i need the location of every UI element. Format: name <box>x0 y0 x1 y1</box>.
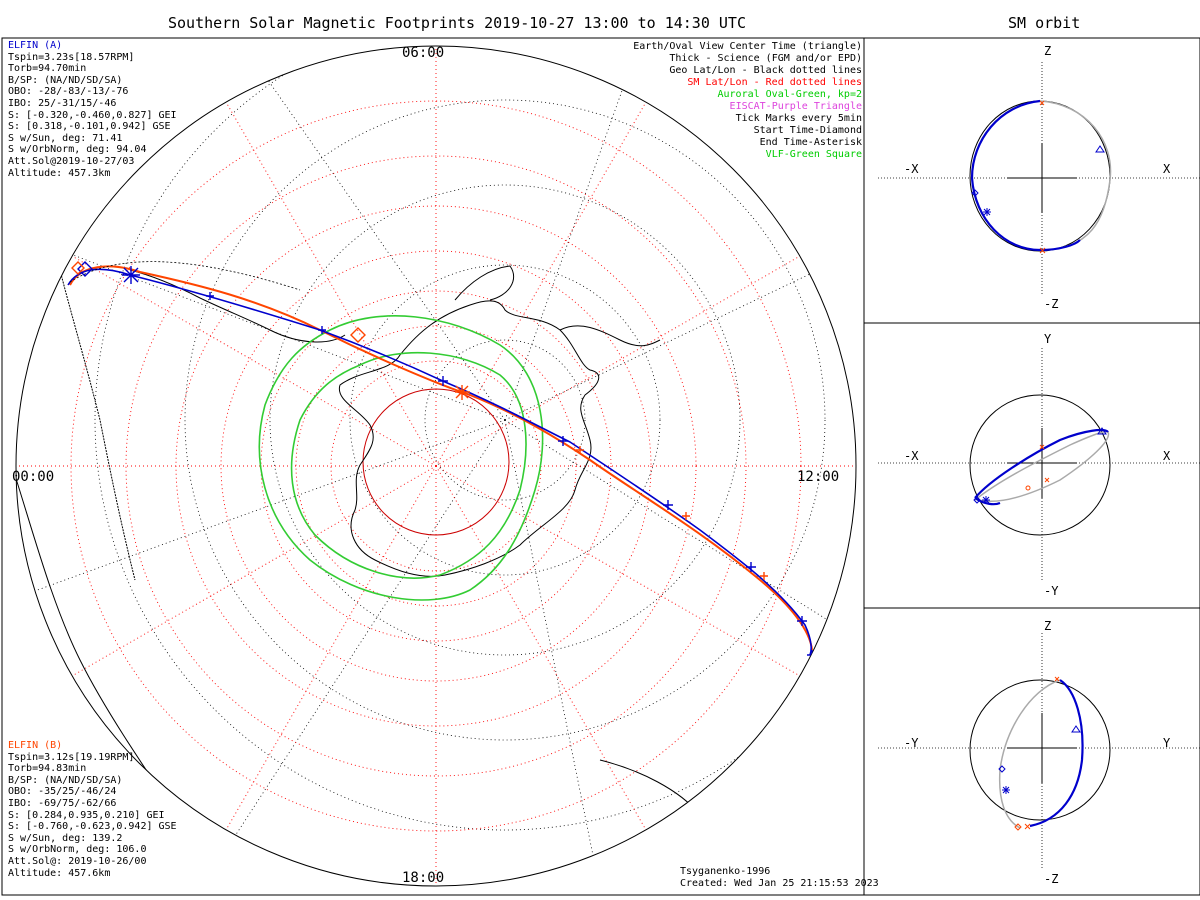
credits-model: Tsyganenko-1996 <box>680 866 771 877</box>
axis-label-top: Y <box>1044 332 1052 346</box>
elfin-b-track <box>69 265 813 651</box>
orbit-panel-yz-graphics <box>878 633 1200 868</box>
elfin-a-line: S: [0.318,-0.101,0.942] GSE <box>8 121 171 133</box>
orbit-panel-xz-graphics <box>878 62 1200 295</box>
orbit-frame <box>863 37 1200 896</box>
legend-item: SM Lat/Lon - Red dotted lines <box>687 77 862 88</box>
elfin-b-line: S w/OrbNorm, deg: 106.0 <box>8 844 147 856</box>
elfin-a-title: ELFIN (A) <box>8 40 63 51</box>
legend-item: End Time-Asterisk <box>759 137 862 148</box>
meridian-coast <box>59 269 136 581</box>
elfin-b-end-asterisk <box>455 385 470 400</box>
elfin-a-ticks <box>206 292 817 660</box>
axis-label-left: -X <box>904 449 919 463</box>
elfin-a-line: S: [-0.320,-0.460,0.827] GEI <box>8 109 177 121</box>
credits: Tsyganenko-1996 Created: Wed Jan 25 21:1… <box>680 866 879 889</box>
time-label-bottom: 18:00 <box>402 870 445 886</box>
axis-label-right: Y <box>1163 736 1171 750</box>
time-label-left: 00:00 <box>12 469 55 485</box>
legend-item: Auroral Oval-Green, kp=2 <box>717 89 863 100</box>
elfin-a-line: S w/OrbNorm, deg: 94.04 <box>8 144 147 156</box>
orbit-panel-xy-graphics <box>878 348 1200 580</box>
elfin-a-line: B/SP: (NA/ND/SD/SA) <box>8 74 123 86</box>
elfin-b-line: OBO: -35/25/-46/24 <box>8 786 117 798</box>
auroral-oval-outer <box>258 315 544 601</box>
south-america-coast <box>129 269 346 343</box>
elfin-a-end-asterisk <box>122 266 140 284</box>
legend-item: EISCAT-Purple Triangle <box>729 101 862 112</box>
elfin-a-line: IBO: 25/-31/15/-46 <box>8 97 117 109</box>
elfin-a-line: Altitude: 457.3km <box>8 167 111 179</box>
credits-created: Created: Wed Jan 25 21:15:53 2023 <box>680 877 879 889</box>
elfin-b-line: Tspin=3.12s[19.19RPM] <box>8 751 135 763</box>
elfin-b-info: ELFIN (B) Tspin=3.12s[19.19RPM] Torb=94.… <box>8 740 177 879</box>
elfin-b-ticks <box>576 446 768 580</box>
legend-item: Geo Lat/Lon - Black dotted lines <box>669 65 862 76</box>
elfin-a-line: Torb=94.70min <box>8 63 87 75</box>
ross-coast <box>559 325 661 347</box>
auroral-ovals <box>258 315 544 601</box>
elfin-a-line: S w/Sun, deg: 71.41 <box>8 132 123 144</box>
axis-label-right: X <box>1163 162 1171 176</box>
elfin-b-line: IBO: -69/75/-62/66 <box>8 797 117 809</box>
elfin-b-line: Att.Sol@: 2019-10-26/00 <box>8 855 147 867</box>
axis-label-bottom: -Y <box>1044 584 1059 598</box>
elfin-b-view-diamond <box>350 327 366 343</box>
legend-item: Earth/Oval View Center Time (triangle) <box>633 41 862 52</box>
elfin-a-track <box>67 268 812 656</box>
legend-item: VLF-Green Square <box>765 149 862 160</box>
elfin-b-line: S: [-0.760,-0.623,0.942] GSE <box>8 821 177 833</box>
legend: Earth/Oval View Center Time (triangle) T… <box>633 41 862 161</box>
elfin-b-markers <box>71 261 768 580</box>
side-title: SM orbit <box>1008 14 1081 32</box>
antarctica-outline <box>338 300 600 577</box>
main-title: Southern Solar Magnetic Footprints 2019-… <box>168 14 746 32</box>
elfin-b-start-diamond <box>71 261 85 275</box>
elfin-a-line: Tspin=3.23s[18.57RPM] <box>8 51 135 63</box>
axis-label-bottom: -Z <box>1044 297 1059 311</box>
axis-label-top: Z <box>1044 619 1052 633</box>
elfin-a-start-diamond <box>77 261 93 277</box>
axis-label-right: X <box>1163 449 1171 463</box>
elfin-a-markers <box>77 261 817 660</box>
axis-label-left: -Y <box>904 736 919 750</box>
sm-pole-circle <box>362 388 510 536</box>
elfin-b-title: ELFIN (B) <box>8 740 63 751</box>
legend-item: Start Time-Diamond <box>753 125 862 136</box>
elfin-b-line: S w/Sun, deg: 139.2 <box>8 832 123 844</box>
axis-label-left: -X <box>904 162 919 176</box>
globe-outline <box>15 45 857 887</box>
elfin-b-line: B/SP: (NA/ND/SD/SA) <box>8 774 123 786</box>
australia-coast <box>599 759 751 871</box>
legend-item: Tick Marks every 5min <box>735 113 862 124</box>
elfin-b-line: Torb=94.83min <box>8 763 87 775</box>
elfin-a-line: OBO: -28/-83/-13/-76 <box>8 86 129 98</box>
time-label-right: 12:00 <box>797 469 840 485</box>
legend-item: Thick - Science (FGM and/or EPD) <box>669 53 862 64</box>
axis-label-bottom: -Z <box>1044 872 1059 886</box>
elfin-b-line: S: [0.284,0.935,0.210] GEI <box>8 809 165 821</box>
auroral-oval-inner <box>290 351 527 579</box>
axis-label-top: Z <box>1044 44 1052 58</box>
elfin-a-info: ELFIN (A) Tspin=3.23s[18.57RPM] Torb=94.… <box>8 40 177 179</box>
elfin-b-line: Altitude: 457.6km <box>8 867 111 879</box>
antarctic-peninsula <box>454 265 515 301</box>
time-label-top: 06:00 <box>402 45 445 61</box>
elfin-a-line: Att.Sol@2019-10-27/03 <box>8 155 135 167</box>
